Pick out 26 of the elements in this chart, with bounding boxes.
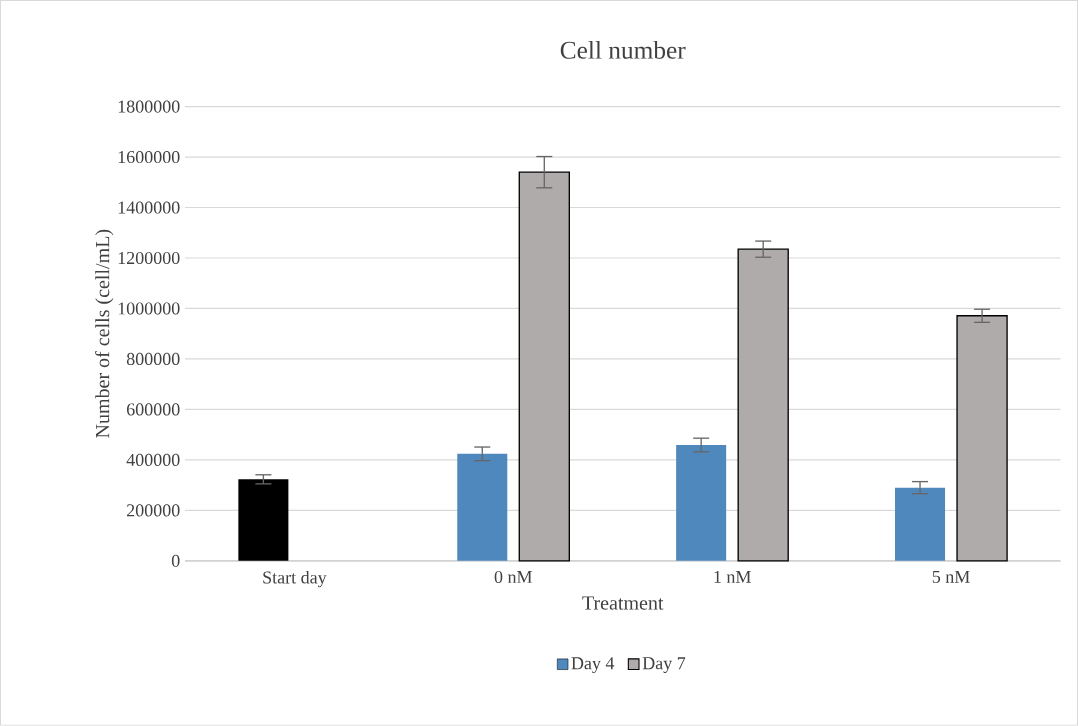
x-axis-title: Treatment [582, 596, 664, 610]
bar [956, 315, 1008, 562]
y-axis-title: Number of cells (cell/mL) [95, 229, 114, 438]
y-tick-label: 400000 [126, 453, 180, 467]
y-tick-label: 1800000 [118, 100, 180, 113]
bar [737, 248, 789, 562]
x-tick-label: 1 nM [714, 571, 751, 583]
y-tick-label: 1200000 [118, 252, 180, 265]
y-tick-label: 0 [171, 554, 180, 568]
chart-title: Cell number [560, 41, 686, 59]
x-tick-label: 5 nM [932, 571, 970, 583]
y-tick-label: 200000 [127, 504, 180, 517]
x-tick-label: Start day [263, 571, 327, 588]
bar [676, 445, 727, 561]
y-tick-label: 1000000 [118, 302, 180, 315]
y-tick-label: 1600000 [118, 151, 180, 164]
y-tick-label: 800000 [126, 352, 180, 366]
legend-label: Day 4 [571, 657, 615, 674]
bar [238, 479, 289, 561]
bar [518, 171, 570, 562]
x-tick-label: 0 nM [494, 570, 532, 584]
legend-label: Day 7 [642, 657, 686, 674]
y-tick-label: 600000 [126, 403, 180, 416]
bar [457, 453, 508, 561]
y-tick-label: 1400000 [118, 201, 180, 214]
bar [895, 487, 946, 561]
